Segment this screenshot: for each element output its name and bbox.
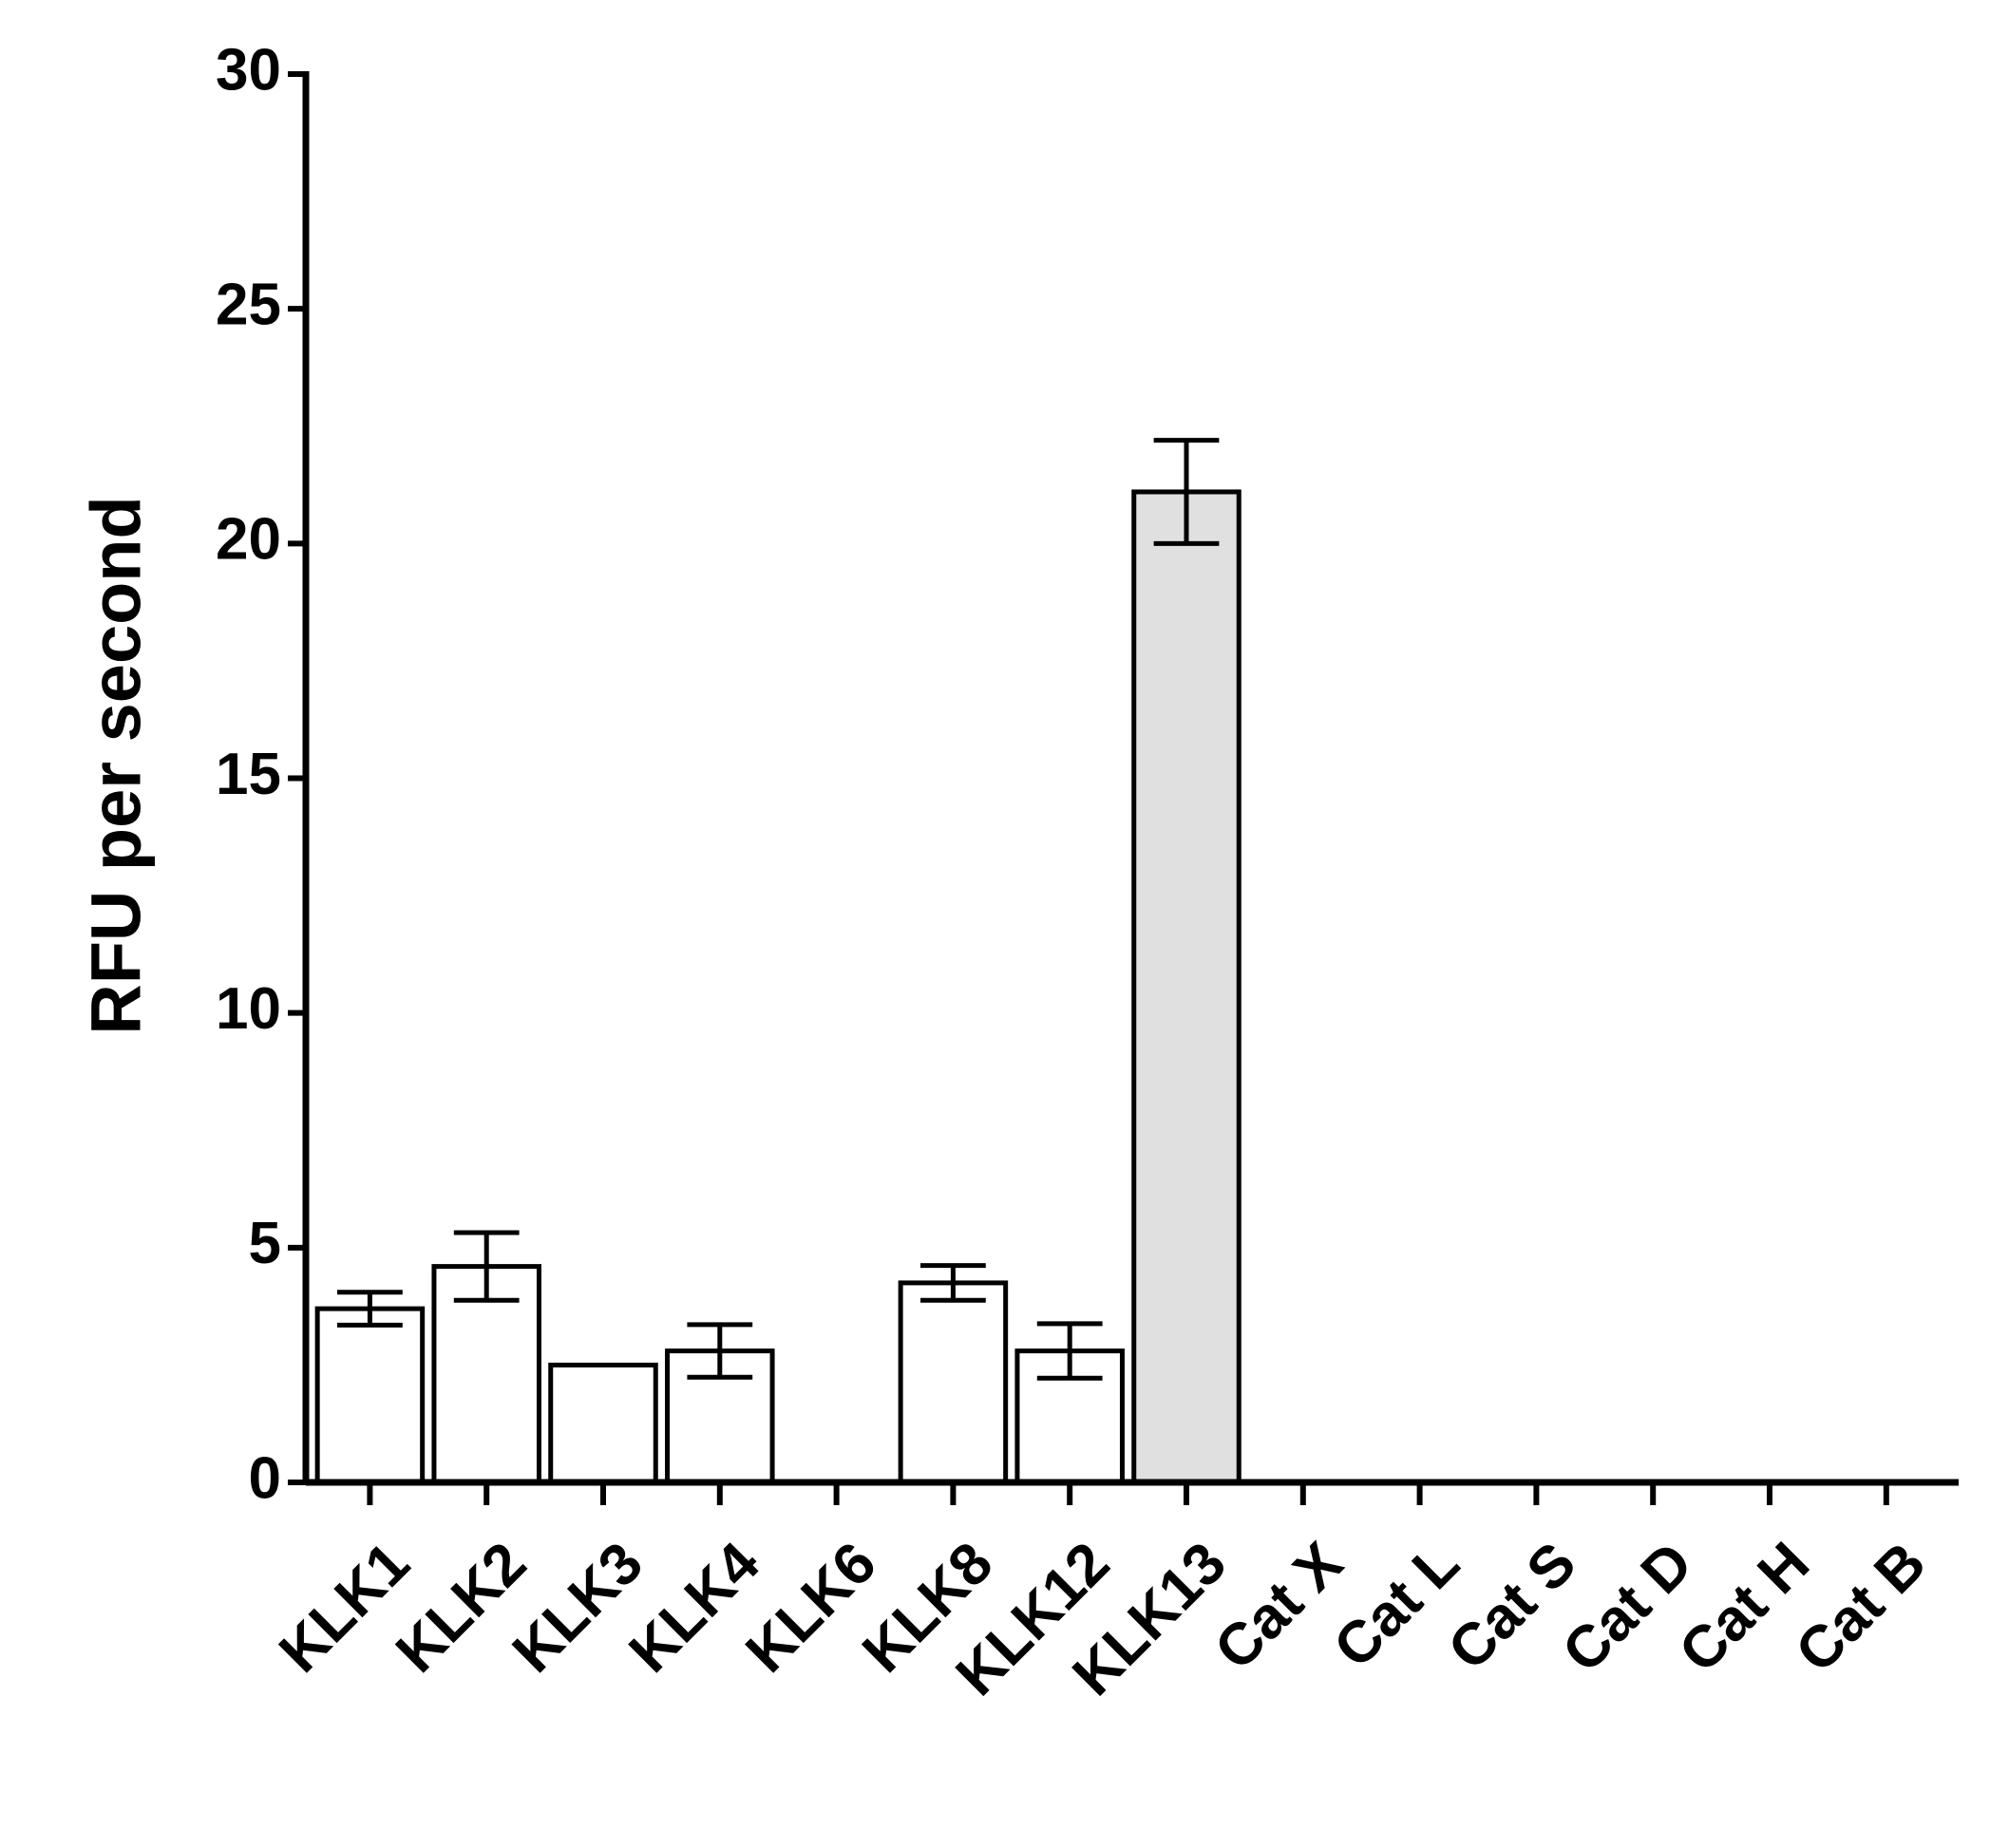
y-tick-label: 30 bbox=[216, 37, 281, 103]
y-tick-label: 15 bbox=[216, 742, 281, 807]
bar bbox=[1131, 489, 1241, 1485]
bar bbox=[898, 1280, 1009, 1485]
y-axis-label: RFU per second bbox=[77, 496, 156, 1034]
error-bar bbox=[1036, 1321, 1103, 1381]
x-tick-label: KLK3 bbox=[501, 1530, 655, 1685]
y-tick-label: 5 bbox=[249, 1211, 281, 1276]
error-bar bbox=[337, 1290, 403, 1328]
y-tick-label: 0 bbox=[249, 1445, 281, 1511]
x-tick-label: KLK1 bbox=[267, 1530, 422, 1685]
y-tick-label: 25 bbox=[216, 273, 281, 338]
x-tick-label: KLK2 bbox=[384, 1530, 539, 1685]
bar bbox=[548, 1362, 658, 1485]
error-bar bbox=[687, 1322, 753, 1380]
x-tick-label: KLK4 bbox=[617, 1530, 773, 1686]
x-tick-label: Cat S bbox=[1436, 1530, 1589, 1683]
error-bar bbox=[920, 1263, 986, 1303]
x-tick-label: Cat B bbox=[1784, 1530, 1939, 1685]
y-tick-label: 10 bbox=[216, 976, 281, 1042]
bar bbox=[314, 1306, 426, 1485]
error-bar bbox=[1153, 438, 1220, 546]
y-tick-label: 20 bbox=[216, 507, 281, 573]
x-tick-label: Cat H bbox=[1667, 1530, 1822, 1685]
error-bar bbox=[453, 1230, 520, 1303]
x-tick-label: Cat D bbox=[1550, 1530, 1705, 1685]
x-tick-label: Cat L bbox=[1321, 1530, 1471, 1680]
x-tick-label: Cat X bbox=[1203, 1530, 1355, 1683]
x-tick-label: KLK6 bbox=[733, 1530, 888, 1685]
